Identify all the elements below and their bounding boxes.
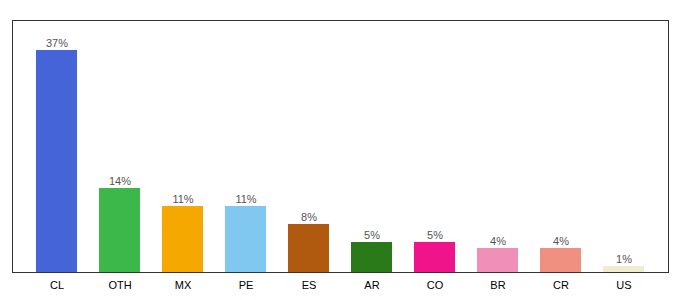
svg-text:14%: 14% <box>109 175 131 187</box>
svg-text:CO: CO <box>427 279 444 291</box>
svg-text:CR: CR <box>553 279 569 291</box>
svg-text:PE: PE <box>239 279 254 291</box>
svg-text:5%: 5% <box>427 229 443 241</box>
svg-text:11%: 11% <box>172 193 193 205</box>
svg-text:4%: 4% <box>553 235 569 247</box>
svg-text:1%: 1% <box>616 253 632 265</box>
svg-text:8%: 8% <box>301 211 317 223</box>
svg-text:US: US <box>616 279 631 291</box>
svg-text:4%: 4% <box>490 235 506 247</box>
svg-text:11%: 11% <box>235 193 256 205</box>
svg-text:AR: AR <box>364 279 379 291</box>
svg-text:ES: ES <box>302 279 317 291</box>
svg-text:CL: CL <box>50 279 64 291</box>
svg-text:MX: MX <box>175 279 192 291</box>
svg-text:5%: 5% <box>364 229 380 241</box>
svg-text:37%: 37% <box>46 37 68 49</box>
svg-text:OTH: OTH <box>108 279 131 291</box>
svg-text:BR: BR <box>490 279 505 291</box>
